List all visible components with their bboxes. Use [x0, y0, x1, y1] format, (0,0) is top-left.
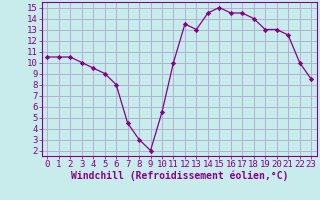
X-axis label: Windchill (Refroidissement éolien,°C): Windchill (Refroidissement éolien,°C) [70, 171, 288, 181]
